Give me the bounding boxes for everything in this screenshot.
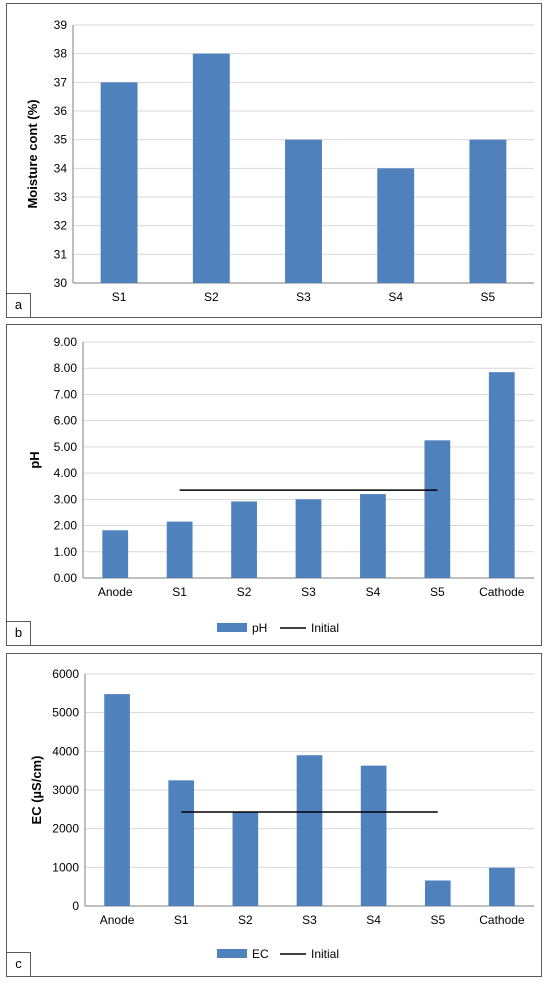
- y-tick-label: 8.00: [54, 361, 78, 375]
- bar: [488, 372, 515, 578]
- x-tick-label: Anode: [98, 585, 133, 599]
- bar: [296, 755, 323, 906]
- x-tick-label: Anode: [100, 913, 135, 927]
- legend-label-series: EC: [252, 947, 269, 961]
- y-tick-label: 5.00: [54, 440, 78, 454]
- panel-letter-b: b: [7, 621, 31, 645]
- x-tick-label: S2: [238, 913, 253, 927]
- bar: [102, 530, 129, 578]
- bar: [377, 168, 415, 283]
- chart-panel-c: 0 1000 2000 3000 4000 5000 6000 Anode S1 S2 S3 S4 S5…: [6, 653, 542, 977]
- y-axis-title: pH: [27, 451, 42, 468]
- moisture-chart: 30 31 32 33 34 35 36 37 38 39 S1 S2 S3 S4 S5 Moisture c…: [25, 18, 534, 304]
- y-tick-label: 36: [54, 104, 68, 118]
- bar: [168, 780, 195, 906]
- y-tick-label: 0: [72, 899, 79, 913]
- y-tick-label: 4.00: [54, 466, 78, 480]
- y-tick-label: 1.00: [54, 545, 78, 559]
- x-tick-label: S5: [430, 585, 445, 599]
- bar: [104, 694, 130, 906]
- bar: [360, 765, 387, 906]
- y-tick-label: 6.00: [54, 414, 78, 428]
- y-tick-label: 2000: [52, 822, 79, 836]
- y-tick-label: 33: [54, 190, 68, 204]
- y-tick-label: 31: [54, 247, 68, 261]
- bar: [295, 499, 322, 578]
- x-tick-label: S3: [302, 913, 317, 927]
- y-tick-label: 38: [54, 47, 68, 61]
- bar: [360, 494, 386, 578]
- y-tick-label: 35: [54, 133, 68, 147]
- x-tick-label: S4: [366, 585, 381, 599]
- x-tick-label: S4: [366, 913, 381, 927]
- y-axis-title: EC (µS/cm): [29, 756, 44, 825]
- y-tick-label: 37: [54, 75, 68, 89]
- bar: [232, 812, 259, 906]
- bar: [231, 501, 257, 578]
- x-tick-label: S4: [388, 290, 403, 304]
- y-tick-label: 3000: [52, 783, 79, 797]
- bar: [100, 82, 138, 283]
- y-tick-label: 3.00: [54, 492, 78, 506]
- y-tick-label: 6000: [52, 667, 79, 681]
- x-tick-label: S1: [172, 585, 187, 599]
- bar: [424, 440, 451, 578]
- y-axis-title: Moisture cont (%): [25, 99, 40, 208]
- ec-chart: 0 1000 2000 3000 4000 5000 6000 Anode S1 S2 S3 S4 S5…: [29, 667, 534, 961]
- y-tick-label: 34: [54, 161, 68, 175]
- x-tick-label: S3: [301, 585, 316, 599]
- x-tick-label: S5: [481, 290, 496, 304]
- legend-label-initial: Initial: [311, 621, 339, 635]
- y-tick-label: 9.00: [54, 335, 78, 349]
- bar: [192, 53, 230, 283]
- bar: [285, 139, 322, 283]
- panel-letter-c: c: [7, 952, 31, 976]
- x-tick-label: S2: [237, 585, 252, 599]
- bar: [424, 880, 451, 906]
- x-tick-label: S1: [112, 290, 127, 304]
- bar: [166, 521, 193, 578]
- panel-letter-a: a: [7, 293, 31, 317]
- y-tick-label: 32: [54, 219, 68, 233]
- ph-chart: 0.00 1.00 2.00 3.00 4.00 5.00 6.00 7.00 8.00 9.00…: [27, 335, 534, 635]
- x-tick-label: Cathode: [479, 585, 525, 599]
- x-tick-label: S5: [430, 913, 445, 927]
- legend-label-series: pH: [252, 621, 267, 635]
- y-tick-label: 1000: [52, 860, 79, 874]
- x-tick-label: S2: [204, 290, 219, 304]
- x-tick-label: S3: [296, 290, 311, 304]
- y-tick-label: 0.00: [54, 571, 78, 585]
- bar: [469, 139, 507, 283]
- legend-label-initial: Initial: [311, 947, 339, 961]
- y-tick-label: 5000: [52, 706, 79, 720]
- y-tick-label: 7.00: [54, 387, 78, 401]
- legend-swatch-series: [217, 623, 247, 632]
- chart-panel-a: 30 31 32 33 34 35 36 37 38 39 S1 S2 S3 S4 S5 Moisture c…: [6, 3, 542, 318]
- y-tick-label: 4000: [52, 744, 79, 758]
- x-tick-label: S1: [174, 913, 189, 927]
- x-tick-label: Cathode: [479, 913, 525, 927]
- chart-panel-b: 0.00 1.00 2.00 3.00 4.00 5.00 6.00 7.00 8.00 9.00…: [6, 324, 542, 646]
- y-tick-label: 39: [54, 18, 68, 32]
- y-tick-label: 30: [54, 276, 68, 290]
- legend-swatch-series: [217, 949, 247, 958]
- bar: [489, 867, 515, 906]
- y-tick-label: 2.00: [54, 519, 78, 533]
